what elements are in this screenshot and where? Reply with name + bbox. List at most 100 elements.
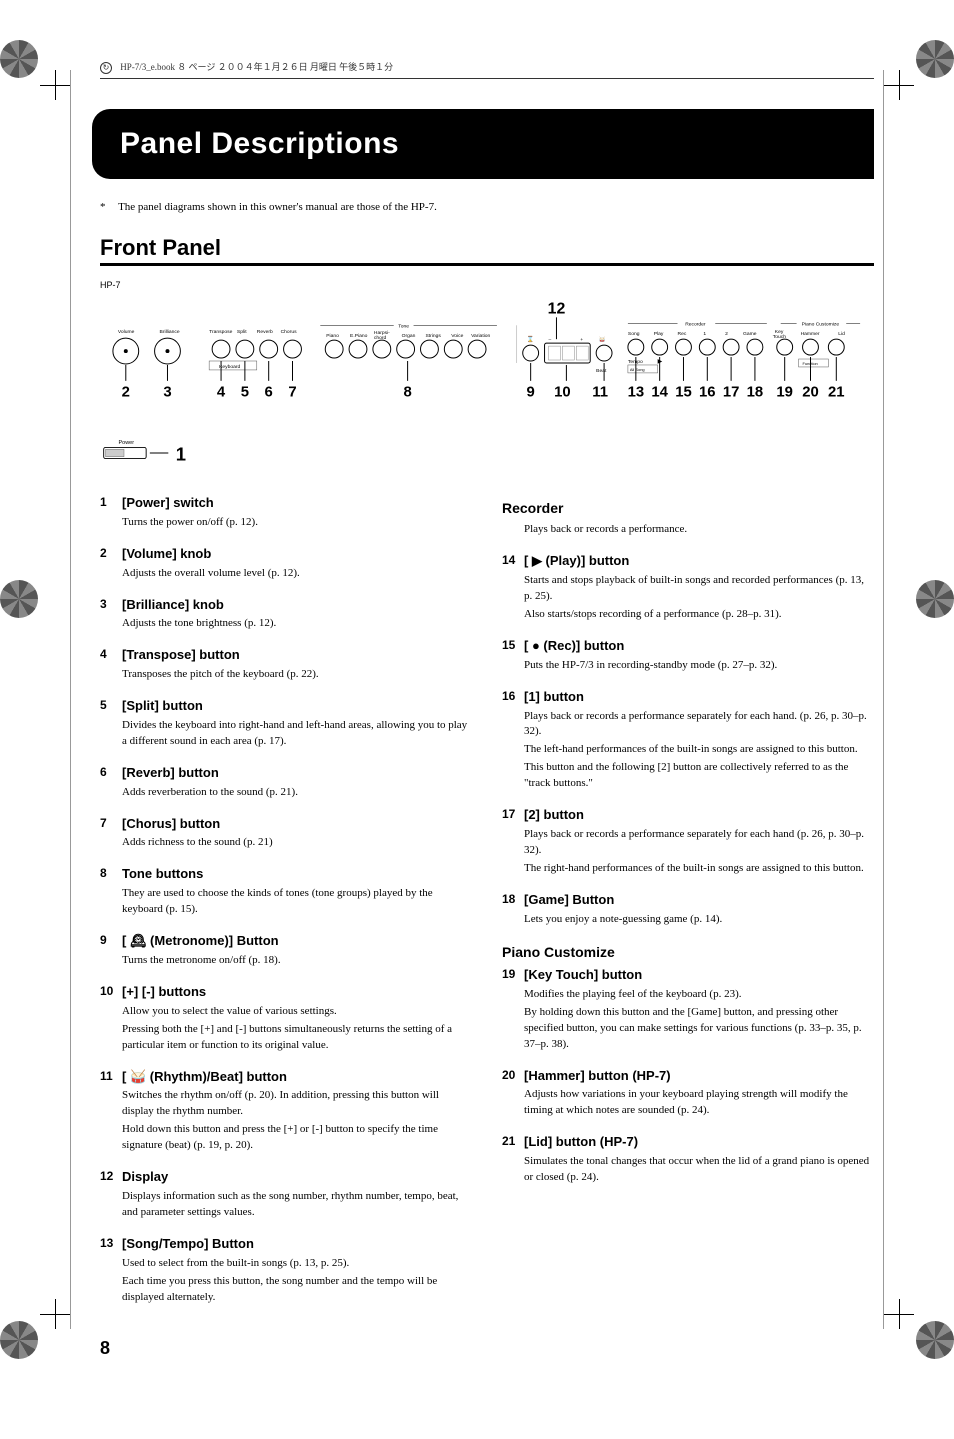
svg-text:Rec: Rec	[678, 331, 687, 337]
entry-body: [Split] buttonDivides the keyboard into …	[122, 697, 472, 752]
svg-text:Volume: Volume	[118, 329, 135, 335]
entry: 11[ 🥁 (Rhythm)/Beat] buttonSwitches the …	[100, 1068, 472, 1157]
entry-num: 17	[502, 806, 524, 879]
svg-text:14: 14	[651, 385, 668, 401]
entry-desc: Simulates the tonal changes that occur w…	[524, 1154, 874, 1186]
svg-text:1: 1	[176, 443, 186, 464]
entry-num: 11	[100, 1068, 122, 1157]
svg-text:5: 5	[241, 385, 249, 401]
entry-body: [Lid] button (HP-7)Simulates the tonal c…	[524, 1133, 874, 1188]
entry: 6[Reverb] buttonAdds reverberation to th…	[100, 764, 472, 803]
svg-text:Keyboard: Keyboard	[219, 364, 240, 370]
entry-title: [Song/Tempo] Button	[122, 1235, 472, 1254]
doc-header-text: HP-7/3_e.book ８ ページ ２００４年１月２６日 月曜日 午後５時１…	[120, 62, 393, 72]
svg-text:E.Piano: E.Piano	[350, 333, 368, 339]
svg-text:20: 20	[802, 385, 819, 401]
section-head: Piano Customize	[502, 942, 874, 962]
entry-desc: Adds richness to the sound (p. 21)	[122, 835, 472, 851]
entry-num: 14	[502, 552, 524, 625]
entry-body: [Game] ButtonLets you enjoy a note-guess…	[524, 891, 874, 930]
entry-desc: Starts and stops playback of built-in so…	[524, 573, 874, 623]
reg-corner-icon	[916, 580, 954, 618]
entry-num: 19	[502, 966, 524, 1055]
entry-body: DisplayDisplays information such as the …	[122, 1168, 472, 1223]
entry-desc: Adjusts the tone brightness (p. 12).	[122, 616, 472, 632]
svg-text:Strings: Strings	[425, 333, 441, 339]
svg-text:3: 3	[163, 385, 171, 401]
entry-num: 4	[100, 646, 122, 685]
entry-body: [Chorus] buttonAdds richness to the soun…	[122, 815, 472, 854]
svg-text:Split: Split	[237, 329, 247, 335]
svg-text:Variation: Variation	[471, 333, 490, 339]
svg-text:+: +	[580, 338, 583, 343]
svg-text:Brilliance: Brilliance	[160, 329, 180, 335]
svg-text:Game: Game	[743, 331, 757, 337]
svg-text:2: 2	[725, 331, 728, 337]
entry: 16[1] buttonPlays back or records a perf…	[502, 688, 874, 795]
svg-text:18: 18	[747, 385, 764, 401]
power-switch-svg-icon: Power 1	[100, 435, 220, 471]
page-number: 8	[100, 1338, 874, 1359]
section-heading: Front Panel	[100, 235, 874, 266]
entry-desc: Turns the power on/off (p. 12).	[122, 515, 472, 531]
reg-mark-icon	[40, 70, 70, 100]
entry-title: [ 🥁 (Rhythm)/Beat] button	[122, 1068, 472, 1087]
entry: 13[Song/Tempo] ButtonUsed to select from…	[100, 1235, 472, 1308]
entry-desc: Modifies the playing feel of the keyboar…	[524, 987, 874, 1053]
entry-body: Tone buttonsThey are used to choose the …	[122, 865, 472, 920]
entry: 7[Chorus] buttonAdds richness to the sou…	[100, 815, 472, 854]
entry: 20[Hammer] button (HP-7)Adjusts how vari…	[502, 1067, 874, 1122]
entry-desc: Transposes the pitch of the keyboard (p.…	[122, 667, 472, 683]
svg-text:Reverb: Reverb	[257, 329, 273, 335]
note-line: * The panel diagrams shown in this owner…	[100, 201, 874, 213]
entry-title: Display	[122, 1168, 472, 1187]
entry-num: 2	[100, 545, 122, 584]
svg-text:16: 16	[699, 385, 716, 401]
entry-desc: Puts the HP-7/3 in recording-standby mod…	[524, 658, 874, 674]
entry-title: [Volume] knob	[122, 545, 472, 564]
entry-body: [Transpose] buttonTransposes the pitch o…	[122, 646, 472, 685]
entry-title: Tone buttons	[122, 865, 472, 884]
svg-text:🥁: 🥁	[599, 336, 606, 343]
entry-title: [2] button	[524, 806, 874, 825]
entry-desc: Adds reverberation to the sound (p. 21).	[122, 785, 472, 801]
entry: 9[ 🕰 (Metronome)] ButtonTurns the metron…	[100, 932, 472, 971]
svg-text:Tone: Tone	[398, 323, 409, 329]
entry: 19[Key Touch] button Modifies the playing…	[502, 966, 874, 1055]
doc-header: ↻ HP-7/3_e.book ８ ページ ２００４年１月２６日 月曜日 午後５…	[100, 60, 874, 79]
svg-text:6: 6	[265, 385, 273, 401]
entry-title: [Brilliance] knob	[122, 596, 472, 615]
entry-num: 13	[100, 1235, 122, 1308]
svg-text:10: 10	[554, 385, 571, 401]
entry-title: [ ▶ (Play)] button	[524, 552, 874, 571]
svg-text:1: 1	[703, 331, 706, 337]
panel-diagram: HP-7 12 Volume Brilliance Transpose Spli…	[100, 280, 874, 476]
entry-body: [Reverb] button Adds reverberation to the…	[122, 764, 472, 803]
reg-corner-icon	[0, 40, 38, 78]
svg-text:Song: Song	[628, 331, 640, 337]
svg-text:Play: Play	[654, 331, 664, 337]
entry-num: 10	[100, 983, 122, 1056]
section-head-desc: Plays back or records a performance.	[502, 522, 874, 540]
note-text: The panel diagrams shown in this owner's…	[118, 201, 437, 213]
svg-text:Recorder: Recorder	[685, 321, 706, 327]
entry-title: [Chorus] button	[122, 815, 472, 834]
entry-num: 15	[502, 637, 524, 676]
power-switch-diagram: Power 1	[100, 435, 874, 476]
entry: 2[Volume] knobAdjusts the overall volume…	[100, 545, 472, 584]
entry-body: [1] buttonPlays back or records a perfor…	[524, 688, 874, 795]
panel-svg-icon: 12 Volume Brilliance Transpose Split Rev…	[100, 296, 874, 426]
entry-num: 20	[502, 1067, 524, 1122]
entry-num: 3	[100, 596, 122, 635]
entry-body: [ 🕰 (Metronome)] ButtonTurns the metrono…	[122, 932, 472, 971]
svg-text:Hammer: Hammer	[801, 331, 820, 337]
entry-title: [Key Touch] button	[524, 966, 874, 985]
svg-text:Voice: Voice	[451, 333, 463, 339]
entry-num: 18	[502, 891, 524, 930]
svg-text:12: 12	[548, 300, 566, 317]
entry: 14[ ▶ (Play)] button Starts and stops pla…	[502, 552, 874, 625]
svg-text:Piano: Piano	[326, 333, 339, 339]
entry-title: [Reverb] button	[122, 764, 472, 783]
entry: 4[Transpose] buttonTransposes the pitch …	[100, 646, 472, 685]
page-title: Panel Descriptions	[120, 127, 846, 161]
